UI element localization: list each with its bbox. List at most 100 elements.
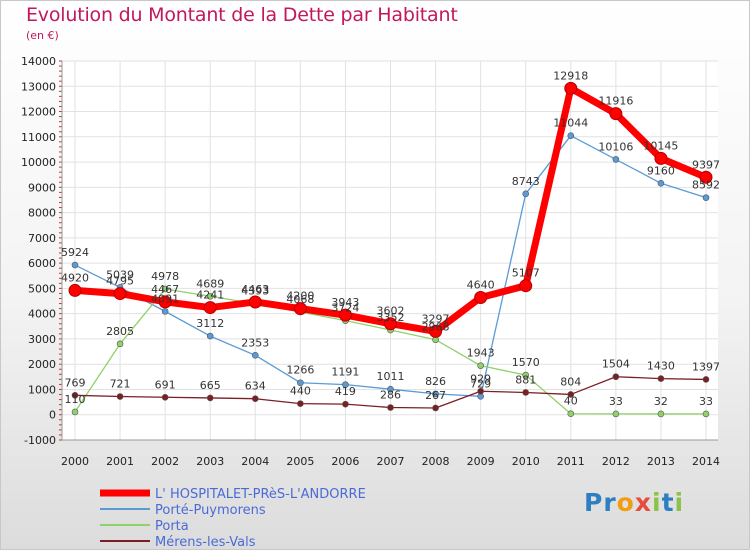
data-label: 3602 <box>377 305 405 318</box>
data-label: 1504 <box>602 358 630 371</box>
data-label: 2805 <box>106 325 134 338</box>
data-point <box>432 404 439 412</box>
data-point <box>522 389 530 396</box>
data-point <box>116 340 124 348</box>
data-point <box>432 390 439 398</box>
data-label: 4200 <box>286 290 314 303</box>
y-tick-label: 7000 <box>28 232 56 245</box>
logo-letter: i <box>674 488 685 517</box>
y-tick-label: 6000 <box>28 257 56 270</box>
data-point <box>161 285 169 293</box>
data-point <box>297 379 304 387</box>
chart-title: Evolution du Montant de la Dette par Hab… <box>26 4 458 26</box>
x-tick-label: 2007 <box>377 455 405 468</box>
data-point <box>702 410 710 418</box>
y-tick-label: 5000 <box>28 282 56 295</box>
data-point <box>612 410 620 418</box>
data-point <box>251 351 259 359</box>
x-tick-label: 2000 <box>61 455 89 468</box>
data-point <box>113 287 127 301</box>
x-tick-label: 2004 <box>241 455 269 468</box>
x-tick-label: 2013 <box>647 455 675 468</box>
logo-letter: P <box>584 488 604 517</box>
data-point <box>477 387 484 395</box>
unit-label: (en €) <box>26 29 59 42</box>
x-tick-label: 2003 <box>196 455 224 468</box>
y-tick-label: 13000 <box>21 80 56 93</box>
legend-label: Mérens-les-Vals <box>155 535 256 550</box>
data-label: 1011 <box>377 370 405 383</box>
x-tick-label: 2005 <box>286 455 314 468</box>
x-tick-label: 2010 <box>512 455 540 468</box>
data-label: 2968 <box>422 321 450 334</box>
data-label: 286 <box>380 389 401 402</box>
data-point <box>206 292 214 300</box>
data-label: 4091 <box>151 292 179 305</box>
data-point <box>477 362 484 369</box>
data-point <box>71 392 79 399</box>
data-label: 12918 <box>553 69 588 82</box>
data-point <box>567 410 575 418</box>
y-tick-label: 8000 <box>28 207 56 220</box>
data-point <box>657 410 665 418</box>
data-label: 4467 <box>151 283 179 296</box>
logo-letter: i <box>652 488 662 517</box>
logo-letter: r <box>603 488 617 517</box>
data-point <box>522 190 530 198</box>
data-label: 4068 <box>286 293 314 306</box>
data-point <box>429 324 443 338</box>
data-point <box>342 381 349 388</box>
data-point <box>657 179 665 187</box>
y-tick-label: 10000 <box>21 156 56 169</box>
data-label: 4920 <box>61 271 89 284</box>
data-label: 10106 <box>598 140 633 153</box>
data-label: 2353 <box>241 336 269 349</box>
data-label: 721 <box>110 378 131 391</box>
proxiti-logo: Proxiti <box>584 488 684 517</box>
y-tick-label: 12000 <box>21 106 56 119</box>
data-label: 634 <box>245 380 266 393</box>
data-point <box>564 81 578 95</box>
data-label: 769 <box>65 376 86 389</box>
y-tick-label: 1000 <box>28 383 56 396</box>
data-label: 40 <box>564 395 578 408</box>
data-label: 33 <box>609 395 623 408</box>
x-tick-label: 2008 <box>422 455 450 468</box>
data-label: 33 <box>699 395 713 408</box>
data-label: 440 <box>290 385 311 398</box>
data-label: 3724 <box>331 302 359 315</box>
data-label: 1397 <box>692 360 720 373</box>
data-point <box>158 295 172 309</box>
series-group <box>68 81 713 418</box>
data-point <box>702 376 710 383</box>
legend-label: Porta <box>155 519 189 534</box>
data-point <box>342 400 349 408</box>
data-label: 5924 <box>61 246 89 259</box>
data-label: 11044 <box>553 117 588 130</box>
data-point <box>699 170 713 184</box>
x-tick-label: 2002 <box>151 455 179 468</box>
data-point <box>71 408 79 416</box>
x-tick-label: 2009 <box>467 455 495 468</box>
data-label: 9397 <box>692 158 720 171</box>
x-tick-label: 2012 <box>602 455 630 468</box>
data-label: 3112 <box>196 317 224 330</box>
data-label: 4689 <box>196 277 224 290</box>
data-label: 929 <box>470 372 491 385</box>
data-labels: 5924 5039 4091 3112 2353 1266 1191 1011 826 729 87… <box>61 69 720 408</box>
data-label: 1266 <box>286 364 314 377</box>
data-label: 4978 <box>151 270 179 283</box>
data-label: 9160 <box>647 164 675 177</box>
data-label: 4640 <box>467 278 495 291</box>
data-point <box>612 156 620 163</box>
data-point <box>567 391 575 398</box>
y-tick-label: 0 <box>49 409 56 422</box>
data-point <box>71 261 79 269</box>
data-label: 1570 <box>512 356 540 369</box>
data-point <box>654 151 668 165</box>
legend: L' HOSPITALET-PRèS-L'ANDORREPorté-Puymor… <box>100 487 366 550</box>
x-tick-label: 2011 <box>557 455 585 468</box>
data-label: 4463 <box>241 283 269 296</box>
data-label: 3297 <box>422 312 450 325</box>
y-tick-label: -1000 <box>24 434 56 447</box>
